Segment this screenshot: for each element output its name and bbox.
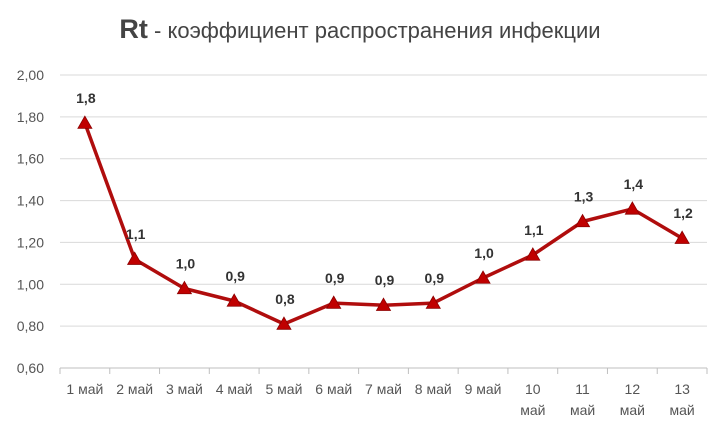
data-point-marker	[624, 201, 641, 215]
x-tick-label: 5 май	[266, 381, 303, 397]
data-point-marker	[276, 316, 292, 330]
x-tick-label: 10	[525, 381, 541, 397]
y-tick-label: 1,20	[17, 234, 44, 250]
data-point-marker	[77, 115, 93, 129]
data-label: 0,9	[425, 270, 445, 286]
data-label: 1,1	[126, 226, 146, 242]
y-tick-label: 2,00	[17, 67, 44, 83]
data-point-marker	[475, 270, 491, 284]
x-tick-label: 1 май	[66, 381, 103, 397]
y-tick-label: 1,00	[17, 276, 44, 292]
data-label: 1,3	[574, 189, 594, 205]
data-point-marker	[674, 230, 690, 244]
y-tick-label: 0,80	[17, 318, 44, 334]
data-point-marker	[525, 247, 541, 261]
x-tick-label: май	[570, 402, 595, 418]
chart-title: Rt - коэффициент распространения инфекци…	[0, 14, 720, 45]
chart-title-bold: Rt	[119, 14, 148, 44]
x-tick-label: 9 май	[465, 381, 502, 397]
data-label: 0,9	[325, 270, 345, 286]
x-tick-label: май	[520, 402, 545, 418]
data-label: 1,4	[624, 176, 644, 192]
x-tick-label: 13	[674, 381, 690, 397]
x-tick-label: 6 май	[315, 381, 352, 397]
x-tick-label: 8 май	[415, 381, 452, 397]
y-tick-label: 1,60	[17, 151, 44, 167]
series-line	[83, 122, 683, 326]
x-tick-label: 12	[625, 381, 641, 397]
data-label: 0,9	[225, 268, 245, 284]
x-tick-label: 7 май	[365, 381, 402, 397]
data-point-marker	[326, 295, 342, 309]
x-tick-label: 3 май	[166, 381, 203, 397]
x-tick-label: май	[620, 402, 645, 418]
y-tick-label: 0,60	[17, 360, 44, 376]
x-tick-label: 4 май	[216, 381, 253, 397]
data-point-marker	[425, 295, 441, 309]
data-point-marker	[375, 297, 392, 311]
data-label: 1,0	[474, 245, 494, 261]
data-label: 0,9	[375, 272, 395, 288]
x-tick-label: май	[669, 402, 694, 418]
data-label: 1,2	[673, 205, 693, 221]
data-label: 1,8	[76, 90, 96, 106]
x-tick-label: 11	[575, 381, 590, 397]
data-point-marker	[176, 280, 193, 295]
data-label: 0,8	[275, 291, 295, 307]
y-tick-label: 1,40	[17, 193, 44, 209]
chart-title-rest: - коэффициент распространения инфекции	[147, 18, 601, 43]
y-tick-label: 1,80	[17, 109, 44, 125]
x-tick-label: 2 май	[116, 381, 153, 397]
data-label: 1,1	[524, 222, 544, 238]
data-point-marker	[226, 293, 242, 307]
data-point-marker	[574, 213, 591, 228]
data-point-marker	[126, 251, 143, 265]
data-label: 1,0	[176, 255, 196, 271]
